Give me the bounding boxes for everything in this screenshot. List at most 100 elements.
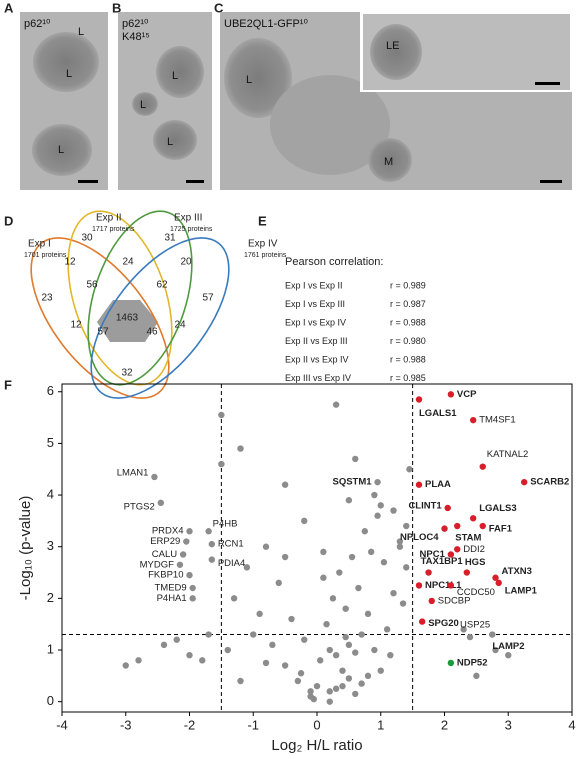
point-label: PTGS2 [124, 501, 155, 512]
em-label: L [167, 136, 173, 148]
data-point [218, 411, 225, 419]
x-tick-label: -2 [184, 717, 196, 732]
venn-set-size: 1701 proteins [24, 252, 67, 259]
x-tick-label: 1 [377, 717, 384, 732]
data-point [326, 646, 333, 654]
y-tick-label: 4 [47, 486, 54, 501]
data-point [237, 677, 244, 685]
point-label: PRDX4 [152, 526, 184, 537]
data-point [454, 546, 461, 553]
data-point [364, 672, 372, 680]
venn-count: 56 [86, 280, 98, 291]
data-point [406, 466, 413, 473]
data-point [396, 538, 404, 545]
venn-set-name: Exp II [96, 213, 122, 224]
data-point [415, 396, 423, 403]
point-label: LGALS3 [479, 503, 516, 514]
data-point [358, 631, 365, 638]
data-point [326, 698, 333, 705]
point-label: TMED9 [154, 583, 186, 594]
data-point [332, 651, 340, 659]
panel-letter: A [4, 0, 14, 15]
venn-count: 12 [64, 257, 76, 268]
data-point [520, 478, 528, 486]
data-point [189, 595, 196, 602]
point-label: NPC1L1 [425, 580, 462, 591]
data-point [441, 525, 448, 532]
point-label: SQSTM1 [333, 477, 373, 488]
data-point [301, 517, 308, 525]
data-point [151, 473, 158, 481]
point-label: STAM [455, 533, 481, 544]
venn-count: 57 [97, 327, 109, 338]
data-point [348, 553, 356, 561]
x-tick-label: -4 [56, 717, 68, 732]
data-point [447, 551, 455, 558]
point-label: NPLOC4 [400, 532, 439, 543]
data-point [313, 682, 321, 690]
point-label: VCP [457, 389, 477, 400]
em-label: L [172, 70, 178, 82]
organelle [132, 92, 158, 116]
em-label: p62¹⁰ [122, 18, 149, 30]
correlation-pair: Exp I vs Exp IV [285, 317, 346, 327]
point-label: PLAA [425, 479, 451, 490]
venn-set [30, 237, 170, 399]
data-point [176, 561, 184, 568]
x-tick-label: 0 [313, 717, 320, 732]
venn-set-name: Exp IV [248, 239, 278, 250]
em-label: UBE2QL1-GFP¹⁰ [224, 18, 308, 30]
data-point [224, 646, 231, 654]
y-tick-label: 1 [47, 641, 54, 656]
y-tick-label: 5 [47, 435, 54, 450]
data-point [352, 690, 359, 698]
venn-count: 57 [202, 293, 214, 304]
data-point [183, 538, 190, 545]
data-point [444, 504, 451, 512]
data-point [329, 595, 337, 602]
scale-bar [78, 180, 98, 183]
panel-letter: B [112, 0, 121, 15]
data-point [415, 481, 423, 488]
venn-count: 12 [70, 320, 82, 331]
point-label: CLINT1 [408, 500, 442, 511]
data-point [473, 672, 480, 680]
data-point [415, 582, 423, 589]
data-point [199, 657, 206, 664]
point-label: NPC1 [420, 549, 446, 560]
venn-count: 23 [41, 293, 53, 304]
data-point [189, 584, 196, 592]
em-label: L [140, 99, 146, 111]
data-point [345, 641, 353, 649]
data-point [377, 667, 384, 674]
point-label: SCARB2 [530, 477, 569, 488]
data-point [173, 636, 180, 643]
data-point [186, 571, 193, 579]
venn-count: 24 [174, 320, 186, 331]
data-point [447, 659, 455, 667]
organelle [224, 38, 292, 118]
organelle [32, 124, 92, 176]
correlation-value: r = 0.985 [390, 373, 426, 383]
data-point [367, 548, 375, 556]
venn-count: 20 [180, 257, 192, 268]
data-point [425, 569, 432, 576]
em-label: p62¹⁰ [24, 18, 51, 30]
point-label: P4HA1 [157, 593, 187, 604]
data-point [262, 659, 270, 667]
data-point [374, 478, 381, 486]
x-tick-label: 2 [441, 717, 448, 732]
data-point [374, 512, 381, 519]
data-point [403, 522, 410, 530]
panel-letter: F [4, 377, 12, 392]
data-point [371, 491, 378, 499]
correlation-title: Pearson correlation: [285, 256, 383, 268]
em-label: M [384, 156, 393, 168]
correlation-pair: Exp I vs Exp III [285, 299, 345, 309]
venn-count: 24 [122, 257, 134, 268]
data-point [495, 579, 502, 587]
data-point [339, 667, 346, 674]
point-label: SPG20 [428, 618, 459, 629]
point-label: USP25 [460, 620, 490, 631]
data-point [122, 662, 129, 669]
